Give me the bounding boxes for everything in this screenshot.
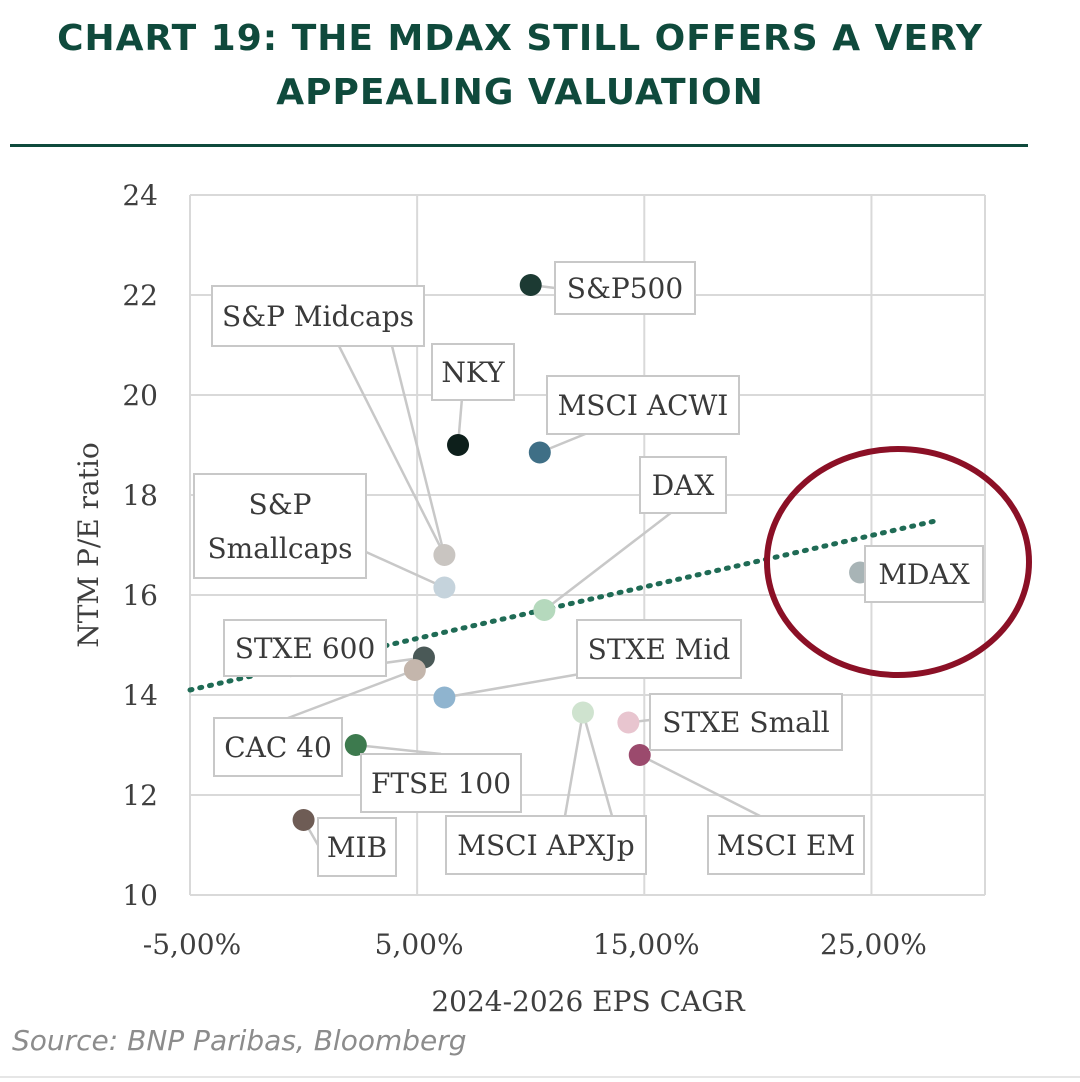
chart-title-line-2: APPEALING VALUATION <box>276 72 764 113</box>
data-label: MDAX <box>878 558 969 591</box>
data-label: FTSE 100 <box>371 767 511 800</box>
leader-line <box>639 753 761 818</box>
data-label-box <box>317 817 397 877</box>
data-label-box <box>211 285 425 347</box>
data-point <box>571 701 594 724</box>
y-tick-label: 12 <box>122 779 158 812</box>
data-label-box <box>639 456 727 514</box>
scatter-chart: 10 12 14 16 18 20 22 24 -5,00% 5,00% 15,00% 25,00% 2… <box>72 179 1032 1018</box>
data-label: MSCI ACWI <box>558 389 729 422</box>
data-label: MSCI EM <box>717 829 855 862</box>
data-point <box>433 686 456 709</box>
data-point <box>617 711 640 734</box>
leader-line <box>333 337 446 556</box>
x-tick-label: 5,00% <box>375 928 464 961</box>
source-note: Source: BNP Paribas, Bloomberg <box>12 1024 467 1057</box>
y-tick-label: 18 <box>122 479 158 512</box>
leader-line <box>444 672 581 699</box>
data-point <box>447 434 470 456</box>
y-tick-label: 24 <box>122 179 158 212</box>
data-label-box <box>707 815 865 875</box>
data-label-box <box>546 375 740 435</box>
leader-line <box>287 668 416 720</box>
y-tick-label: 22 <box>122 279 158 312</box>
title-divider <box>10 144 1028 147</box>
y-tick-label: 10 <box>122 879 158 912</box>
leader-line <box>543 511 673 611</box>
data-label: S&P Midcaps <box>222 300 414 333</box>
data-label: Smallcaps <box>207 532 352 565</box>
chart-title-line-1: CHART 19: THE MDAX STILL OFFERS A VERY <box>57 18 983 59</box>
data-label: CAC 40 <box>224 731 332 764</box>
data-point <box>628 744 651 766</box>
data-point <box>533 599 556 621</box>
x-tick-label: -5,00% <box>143 928 241 961</box>
data-point <box>433 544 456 566</box>
data-point <box>519 274 542 296</box>
highlight-circle <box>764 446 1032 678</box>
x-tick-label: 25,00% <box>820 928 927 961</box>
x-axis-label: 2024-2026 EPS CAGR <box>431 985 745 1018</box>
x-tick-label: 15,00% <box>593 928 700 961</box>
leader-line <box>365 550 445 589</box>
data-label-box <box>554 261 696 315</box>
data-label-box <box>445 815 647 875</box>
data-label: S&P500 <box>567 272 683 305</box>
data-label: MIB <box>327 831 387 864</box>
leader-line <box>388 337 446 556</box>
data-point <box>344 734 367 756</box>
data-point <box>528 441 551 464</box>
leader-line <box>563 712 585 817</box>
data-label: NKY <box>441 356 505 389</box>
data-label: DAX <box>652 469 715 502</box>
data-label: STXE Mid <box>588 633 731 666</box>
bottom-border <box>0 1076 1080 1078</box>
y-axis-label: NTM P/E ratio <box>72 442 105 648</box>
data-label-box <box>360 753 522 813</box>
data-label-box <box>213 717 343 777</box>
data-label-box <box>864 545 984 603</box>
data-label-box <box>193 473 367 579</box>
data-point <box>433 576 456 599</box>
data-label-box <box>223 619 387 677</box>
data-point <box>292 809 315 831</box>
leader-line <box>355 743 442 756</box>
data-label: STXE Small <box>662 706 830 739</box>
data-label: STXE 600 <box>235 632 376 665</box>
y-tick-label: 14 <box>122 679 158 712</box>
data-label: S&P <box>249 488 312 521</box>
data-label-box <box>431 343 515 401</box>
y-tick-label: 16 <box>122 579 158 612</box>
data-label-box <box>649 693 843 751</box>
y-tick-label: 20 <box>122 379 158 412</box>
leader-line <box>581 712 614 817</box>
data-label: MSCI APXJp <box>457 829 634 862</box>
data-label-box <box>576 619 742 679</box>
data-point <box>403 659 426 681</box>
chart-title: CHART 19: THE MDAX STILL OFFERS A VERY A… <box>0 12 1040 120</box>
